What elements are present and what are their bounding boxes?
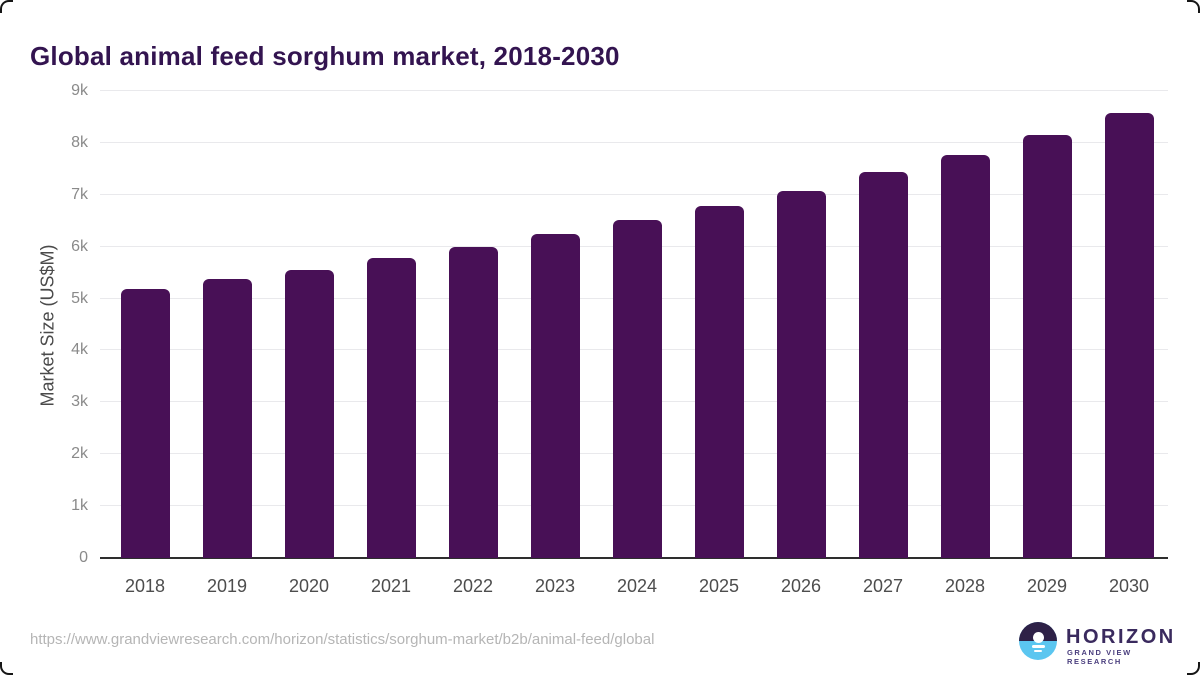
x-tick-label-2023: 2023 [534, 576, 576, 596]
logo-subtitle: GRAND VIEW RESEARCH [1067, 648, 1132, 666]
logo-name: HORIZON [1066, 626, 1176, 648]
horizon-sunrise-icon [1019, 622, 1057, 660]
y-tick-label-3k: 3k [71, 393, 88, 411]
y-tick-label-8k: 8k [71, 133, 88, 151]
horizon-logo: HORIZON GRAND VIEW RESEARCH [1019, 621, 1173, 666]
logo-sun-dot [1032, 632, 1044, 643]
canvas-corner-border [1187, 662, 1200, 675]
chart-title: Global animal feed sorghum market, 2018-… [30, 41, 620, 72]
bar-2025[interactable] [694, 206, 744, 558]
x-tick-label-2027: 2027 [862, 576, 904, 596]
logo-sky-half [1019, 622, 1057, 641]
bar-2026[interactable] [776, 190, 826, 558]
gridline-9k [100, 90, 1168, 91]
logo-reflection-line [1034, 649, 1042, 652]
bar-2023[interactable] [530, 233, 580, 558]
bar-2030[interactable] [1104, 113, 1154, 558]
x-tick-label-2018: 2018 [124, 576, 166, 596]
y-tick-label-4k: 4k [71, 341, 88, 359]
bar-chart-plot-area: 0 1k 2k 3k 4k 5k 6k 7k 8k 9k 2018 2019 2020 2021 2022 2… [71, 83, 1168, 596]
x-tick-label-2030: 2030 [1108, 576, 1150, 596]
y-tick-label-2k: 2k [71, 445, 88, 463]
gridline-7k [100, 193, 1168, 195]
y-tick-label-9k: 9k [71, 82, 88, 99]
x-tick-label-2020: 2020 [288, 576, 330, 596]
bar-2028[interactable] [940, 154, 990, 558]
x-axis-line [100, 557, 1168, 559]
y-tick-label-0: 0 [79, 549, 88, 566]
x-tick-label-2022: 2022 [452, 576, 494, 596]
logo-reflection-line [1031, 645, 1045, 648]
x-tick-label-2021: 2021 [370, 576, 412, 596]
bar-2019[interactable] [202, 279, 252, 558]
bar-2027[interactable] [858, 172, 908, 558]
x-tick-label-2026: 2026 [780, 576, 822, 596]
x-tick-label-2024: 2024 [616, 576, 658, 596]
bar-2024[interactable] [612, 220, 662, 558]
y-tick-label-7k: 7k [71, 185, 88, 203]
gridline-8k [100, 141, 1168, 143]
y-tick-label-1k: 1k [71, 497, 88, 515]
x-tick-label-2029: 2029 [1026, 576, 1068, 596]
bar-2020[interactable] [284, 269, 334, 558]
y-tick-label-5k: 5k [71, 289, 88, 307]
bar-2029[interactable] [1022, 135, 1072, 558]
canvas-corner-border [0, 662, 13, 675]
x-tick-label-2019: 2019 [206, 576, 248, 596]
canvas-corner-border [0, 0, 13, 13]
bar-2018[interactable] [120, 288, 170, 558]
source-url: https://www.grandviewresearch.com/horizo… [30, 631, 655, 648]
x-tick-label-2025: 2025 [698, 576, 740, 596]
y-tick-label-6k: 6k [71, 237, 88, 255]
bar-2021[interactable] [366, 258, 416, 558]
bar-2022[interactable] [448, 246, 498, 558]
canvas-corner-border [1187, 0, 1200, 13]
x-tick-label-2028: 2028 [944, 576, 986, 596]
